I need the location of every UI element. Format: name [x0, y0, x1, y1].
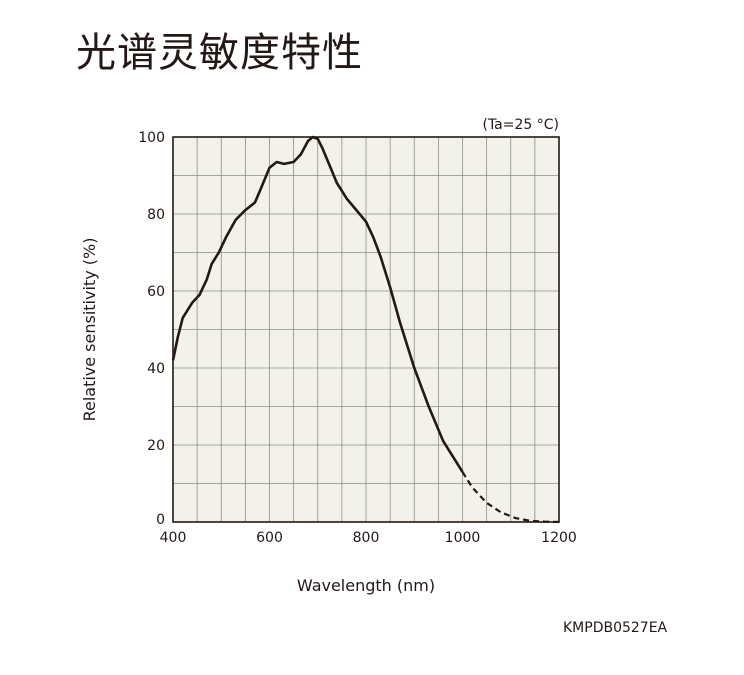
x-axis-label: Wavelength (nm): [297, 576, 435, 595]
x-tick-label: 1000: [445, 530, 481, 546]
y-tick-label: 100: [138, 130, 165, 146]
condition-annotation: (Ta=25 °C): [482, 117, 559, 133]
x-tick-label: 600: [256, 530, 283, 546]
y-axis-label: Relative sensitivity (%): [80, 238, 99, 422]
figure-code: KMPDB0527EA: [563, 620, 668, 636]
y-tick-label: 80: [147, 207, 165, 223]
y-tick-label: 0: [156, 512, 165, 528]
sensitivity-curve: [171, 135, 464, 473]
plot-frame: [172, 136, 560, 523]
page-title: 光谱灵敏度特性: [76, 30, 363, 76]
y-tick-label: 60: [147, 284, 165, 300]
y-tick-label: 40: [147, 361, 165, 377]
y-tick-label: 20: [147, 438, 165, 454]
x-tick-label: 1200: [541, 530, 577, 546]
x-tick-label: 800: [353, 530, 380, 546]
x-tick-label: 400: [160, 530, 187, 546]
sensitivity-curve-extrapolated: [461, 471, 560, 524]
